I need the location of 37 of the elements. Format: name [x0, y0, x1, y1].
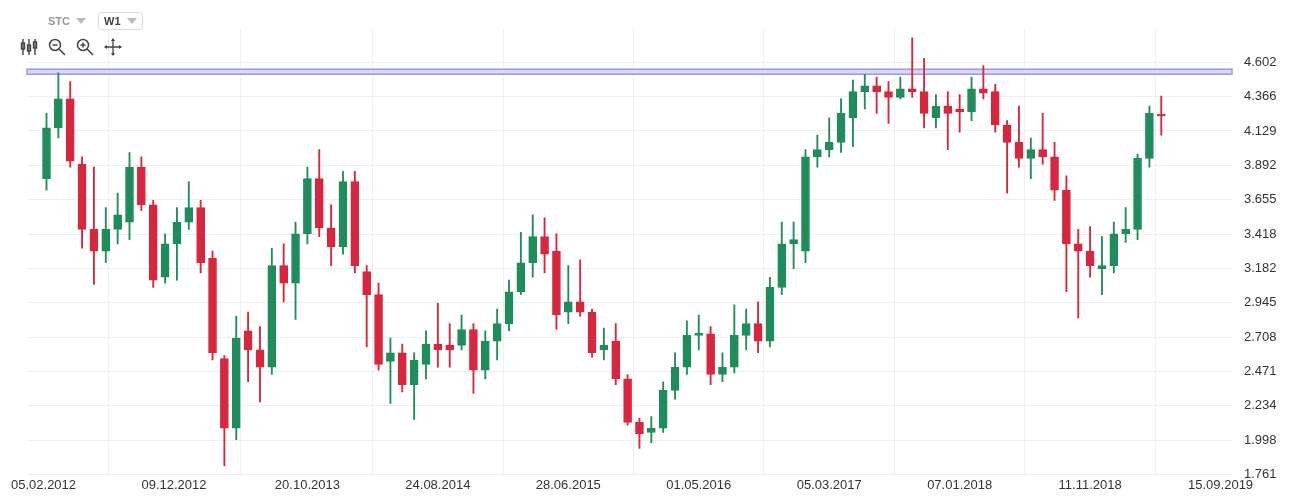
y-tick-label: 3.655: [1244, 191, 1277, 207]
y-tick-label: 2.471: [1244, 362, 1277, 378]
x-tick-label: 05.03.2017: [796, 476, 862, 492]
candlestick: [789, 221, 798, 269]
x-tick-label: 24.08.2014: [405, 476, 471, 492]
candlestick: [563, 265, 573, 325]
y-tick-label: 3.182: [1244, 259, 1277, 275]
candlestick: [979, 65, 988, 100]
y-tick-label: 4.602: [1244, 53, 1277, 69]
candlestick: [386, 337, 395, 404]
y-tick-label: 4.366: [1244, 88, 1277, 104]
x-tick-label: 09.12.2012: [141, 476, 207, 492]
candlestick: [694, 314, 704, 351]
y-tick-label: 2.234: [1244, 397, 1277, 413]
candlestick: [445, 323, 455, 368]
y-tick-label: 3.892: [1244, 156, 1277, 172]
text: STC: [48, 15, 70, 27]
candlestick: [1156, 95, 1166, 136]
candlestick: [1097, 236, 1107, 296]
candlestick: [1121, 207, 1131, 243]
candlestick: [907, 37, 917, 98]
candlestick: [943, 91, 953, 150]
y-tick-label: 2.945: [1244, 294, 1277, 310]
candlestick: [1038, 113, 1048, 165]
x-tick-label: 20.10.2013: [274, 476, 340, 492]
x-tick-label: 05.02.2012: [10, 476, 77, 492]
candlestick: [1073, 229, 1083, 319]
text: W1: [104, 15, 121, 27]
x-tick-label: 01.05.2016: [666, 476, 732, 492]
x-tick-label: 28.06.2015: [535, 476, 601, 492]
y-tick-label: 1.998: [1244, 431, 1277, 447]
y-tick-label: 4.129: [1244, 122, 1277, 138]
y-tick-label: 1.761: [1244, 465, 1277, 481]
y-tick-label: 2.708: [1244, 328, 1277, 344]
y-tick-label: 3.418: [1244, 225, 1277, 241]
x-tick-label: 11.11.2018: [1058, 476, 1122, 492]
x-tick-label: 07.01.2018: [927, 476, 993, 492]
